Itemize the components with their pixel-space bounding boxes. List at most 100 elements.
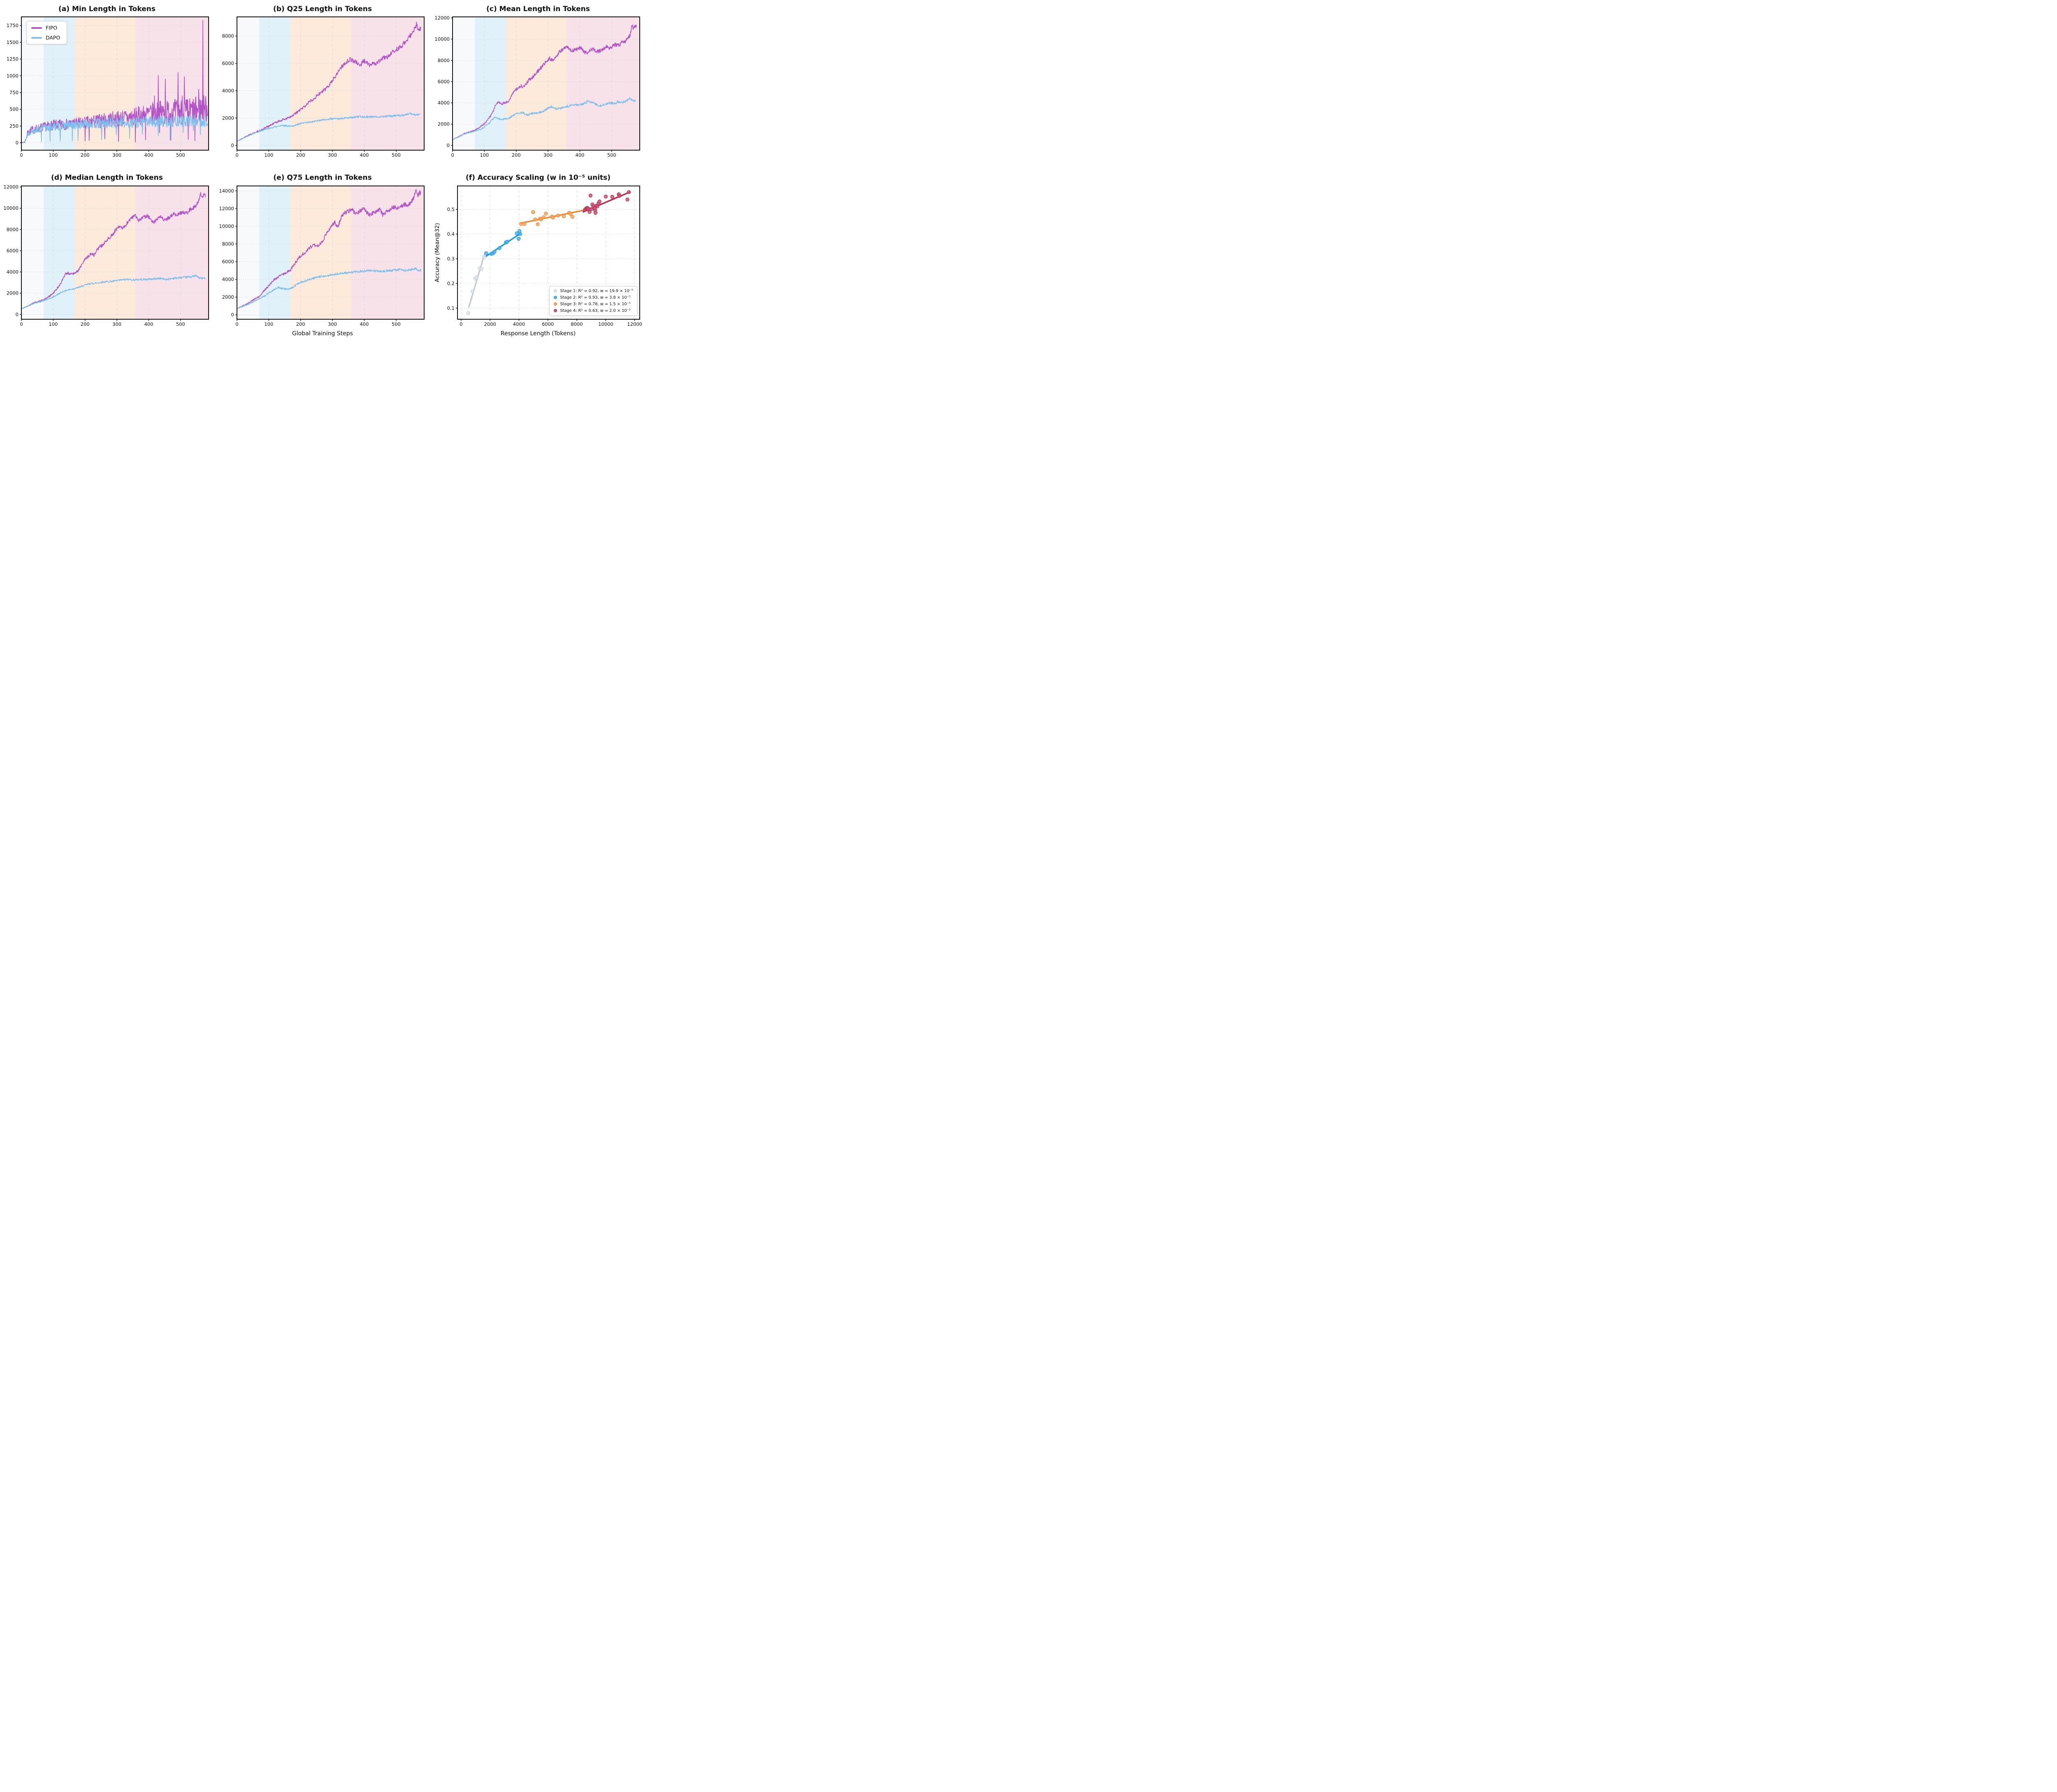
- x-tick-label: 0: [20, 321, 23, 327]
- data-point: [482, 255, 486, 259]
- panel-a: (a) Min Length in Tokens 0 100 200 300 400 50…: [2, 4, 211, 171]
- x-tick-label: 0: [460, 321, 462, 327]
- y-tick-label: 2000: [7, 290, 19, 296]
- y-tick-label: 0.4: [447, 231, 455, 237]
- y-tick-label: 1000: [7, 73, 19, 79]
- x-axis-label: [434, 161, 643, 171]
- y-tick-label: 0.5: [447, 207, 455, 212]
- y-tick-label: 2000: [222, 294, 234, 300]
- y-tick-label: 1500: [7, 39, 19, 45]
- y-tick-label: 14000: [219, 188, 234, 194]
- data-point: [516, 237, 521, 241]
- data-point: [531, 210, 535, 214]
- panel-c: (c) Mean Length in Tokens 0 100 200 300 400 5…: [434, 4, 643, 171]
- y-tick-label: 8000: [438, 58, 450, 63]
- y-tick-label: 0.1: [447, 305, 455, 311]
- x-tick-label: 12000: [627, 321, 642, 327]
- x-tick-label: 400: [360, 152, 369, 158]
- data-point: [497, 246, 501, 250]
- x-tick-label: 400: [144, 152, 153, 158]
- y-tick-label: 1250: [7, 56, 19, 62]
- data-point: [604, 194, 608, 199]
- panel-b-canvas: 0 100 200 300 400 500 0 2000 4000 6000 8000: [222, 16, 425, 158]
- panel-d-plot: 0 100 200 300 400 500 0 2000 4000 6000 8000 10000 12…: [2, 183, 211, 330]
- legend-item: Stage 1: R² = 0.92, w = 19.9 × 10⁻⁵: [554, 289, 633, 293]
- data-point: [570, 215, 575, 219]
- x-tick-label: 100: [264, 321, 273, 327]
- x-tick-label: 0: [235, 152, 238, 158]
- stage-4-background: [135, 17, 209, 151]
- legend-label: FIPO: [46, 25, 58, 31]
- panel-d-title: (d) Median Length in Tokens: [51, 174, 163, 182]
- panel-e-canvas: 0 100 200 300 400 500 0 2000 4000 6000 8000 10000 12…: [219, 185, 425, 327]
- legend-label: Stage 3: R² = 0.78, w = 1.5 × 10⁻⁵: [560, 302, 631, 306]
- legend: FIPO DAPO: [26, 21, 67, 45]
- data-point: [597, 199, 602, 204]
- data-point: [533, 217, 537, 222]
- x-tick-label: 2000: [484, 321, 496, 327]
- x-tick-label: 0: [20, 152, 23, 158]
- y-tick-label: 0: [16, 311, 19, 317]
- stage-2-background: [259, 186, 290, 319]
- stage-legend: Stage 1: R² = 0.92, w = 19.9 × 10⁻⁵ Stage…: [549, 286, 638, 316]
- y-tick-label: 0: [447, 143, 450, 149]
- data-point: [627, 190, 631, 194]
- stage-1-fit-line: [468, 251, 486, 308]
- y-tick-label: 0: [16, 140, 19, 146]
- x-tick-label: 200: [81, 152, 90, 158]
- stage-3-background: [290, 17, 351, 151]
- x-tick-label: 500: [176, 321, 185, 327]
- axis-ticks: 0 100 200 300 400 500 0 2000 4000 6000 8000: [222, 33, 401, 158]
- y-tick-label: 6000: [222, 60, 234, 66]
- y-tick-label: 0.2: [447, 281, 455, 286]
- data-point: [492, 250, 497, 254]
- panel-b: (b) Q25 Length in Tokens 0 100 200 300 400 50…: [218, 4, 427, 171]
- stage-4-points: [583, 190, 631, 215]
- data-point: [587, 210, 592, 214]
- y-tick-label: 12000: [3, 184, 19, 190]
- panel-f: (f) Accuracy Scaling (w in 10⁻⁵ units) 0…: [434, 173, 643, 340]
- x-tick-label: 100: [49, 152, 58, 158]
- data-point: [536, 222, 540, 226]
- x-axis-label: [218, 161, 427, 171]
- stage-1-background: [237, 17, 260, 151]
- x-tick-label: 300: [112, 152, 121, 158]
- stage-3-background: [290, 186, 351, 319]
- stage-marker-dot: [554, 289, 557, 293]
- y-axis-label: Accuracy (Mean@32): [434, 223, 441, 282]
- data-point: [470, 289, 475, 293]
- stage-3-background: [506, 17, 567, 151]
- dapo-line: [453, 97, 636, 140]
- panel-f-title: (f) Accuracy Scaling (w in 10⁻⁵ units): [465, 174, 611, 182]
- legend-item: FIPO: [31, 25, 60, 31]
- x-axis-label: [2, 161, 211, 171]
- stage-1-background: [453, 17, 475, 151]
- panel-b-plot: 0 100 200 300 400 500 0 2000 4000 6000 8000: [218, 14, 427, 161]
- x-tick-label: 8000: [571, 321, 583, 327]
- stage-2-points: [484, 229, 522, 256]
- stage-4-background: [135, 186, 209, 319]
- plot-border: [237, 16, 425, 151]
- x-axis-label: Global Training Steps: [292, 330, 353, 337]
- figure-token-length-panels: (a) Min Length in Tokens 0 100 200 300 400 50…: [0, 0, 645, 344]
- data-point: [556, 214, 560, 218]
- stage-1-points: [466, 255, 486, 315]
- x-tick-label: 400: [360, 321, 369, 327]
- x-tick-label: 100: [264, 152, 273, 158]
- x-axis-label: Response Length (Tokens): [500, 330, 576, 337]
- dapo-line: [237, 112, 420, 142]
- stage-marker-dot: [554, 296, 557, 299]
- x-tick-label: 4000: [513, 321, 525, 327]
- y-tick-label: 12000: [434, 15, 450, 21]
- panel-a-canvas: 0 100 200 300 400 500 0 250 500 750 1000 1250 1500 17…: [7, 16, 209, 158]
- legend-item: Stage 3: R² = 0.78, w = 1.5 × 10⁻⁵: [554, 302, 633, 306]
- x-tick-label: 10000: [598, 321, 613, 327]
- legend-label: DAPO: [46, 35, 60, 41]
- panel-e-title: (e) Q75 Length in Tokens: [273, 174, 372, 182]
- panel-e: (e) Q75 Length in Tokens 0 100 200 300 400 50…: [218, 173, 427, 340]
- fipo-line: [237, 189, 421, 309]
- y-tick-label: 2000: [438, 121, 450, 127]
- plot-border: [457, 185, 640, 320]
- dapo-line: [237, 267, 422, 309]
- y-tick-label: 8000: [222, 241, 234, 247]
